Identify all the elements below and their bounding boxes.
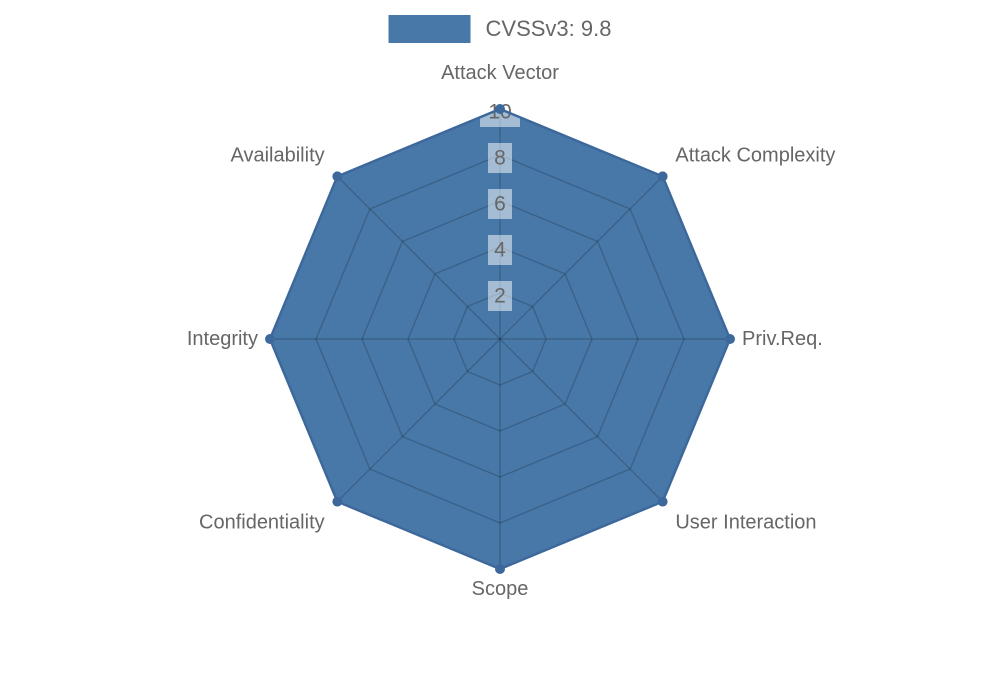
axis-label-priv-req: Priv.Req.: [742, 328, 823, 350]
series-point-4: [495, 564, 505, 574]
radial-tick-label-6: 6: [494, 193, 506, 216]
axis-label-integrity: Integrity: [187, 328, 258, 350]
radial-tick-bg-6: [488, 189, 512, 219]
radial-tick-bg-8: [488, 143, 512, 173]
series-point-1: [657, 171, 668, 182]
axis-label-attack-vector: Attack Vector: [441, 62, 559, 84]
grid-ring: [407, 246, 593, 432]
series-area: [270, 109, 730, 569]
radial-tick-label-8: 8: [494, 147, 506, 170]
series-point-7: [332, 171, 343, 182]
series-point-2: [725, 334, 735, 344]
legend-item[interactable]: CVSSv3: 9.8: [388, 15, 612, 43]
grid-ring: [361, 200, 639, 478]
series-point-0: [495, 104, 505, 114]
grid-spoke: [336, 338, 501, 503]
axis-label-user-interaction: User Interaction: [675, 511, 816, 533]
axis-label-scope: Scope: [472, 578, 529, 600]
series-point-6: [265, 334, 275, 344]
radial-tick-bg-2: [488, 281, 512, 311]
series-point-5: [332, 496, 343, 507]
axis-label-confidentiality: Confidentiality: [199, 511, 325, 533]
grid-ring: [453, 292, 547, 386]
legend-swatch: [388, 15, 471, 43]
radial-tick-label-2: 2: [494, 285, 506, 308]
series-point-3: [657, 496, 668, 507]
axis-label-availability: Availability: [231, 145, 325, 167]
legend-label: CVSSv3: 9.8: [485, 16, 612, 41]
radial-tick-label-4: 4: [494, 239, 506, 262]
grid-ring: [315, 154, 685, 524]
grid-spoke: [336, 175, 501, 340]
grid-spoke: [499, 338, 664, 503]
grid-spoke: [499, 175, 664, 340]
radial-tick-bg-4: [488, 235, 512, 265]
axis-label-attack-complexity: Attack Complexity: [675, 145, 835, 167]
